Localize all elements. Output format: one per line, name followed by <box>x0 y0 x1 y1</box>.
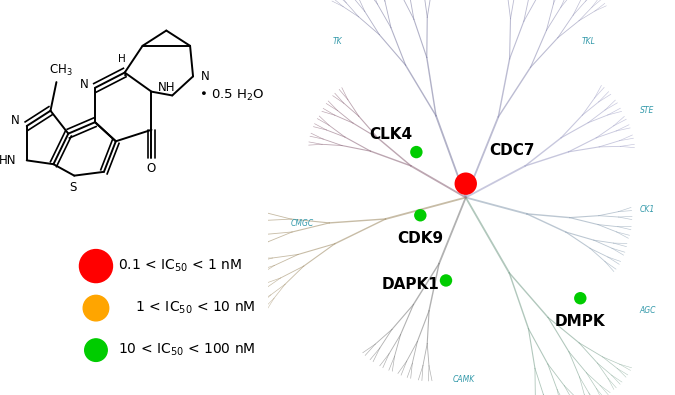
Text: CH$_3$: CH$_3$ <box>49 63 73 78</box>
Point <box>441 277 452 284</box>
Text: CK1: CK1 <box>640 205 655 214</box>
Text: TKL: TKL <box>581 37 595 46</box>
Point <box>411 149 422 155</box>
Text: TK: TK <box>333 37 342 46</box>
Text: N: N <box>200 70 209 83</box>
Text: N: N <box>80 77 89 90</box>
Text: 0.1 < IC$_{50}$ < 1 nM: 0.1 < IC$_{50}$ < 1 nM <box>119 258 243 274</box>
Text: CAMK: CAMK <box>453 375 475 384</box>
Circle shape <box>80 250 113 282</box>
Text: STE: STE <box>641 106 655 115</box>
Text: H: H <box>118 54 126 64</box>
Circle shape <box>83 295 109 321</box>
Text: CDK9: CDK9 <box>398 231 443 246</box>
Text: DMPK: DMPK <box>555 314 605 329</box>
Text: AGC: AGC <box>639 306 655 314</box>
Text: 1 < IC$_{50}$ < 10 nM: 1 < IC$_{50}$ < 10 nM <box>119 300 256 316</box>
Point <box>415 212 426 218</box>
Text: CLK4: CLK4 <box>369 127 412 142</box>
Point <box>575 295 586 301</box>
Text: CDC7: CDC7 <box>489 143 535 158</box>
Text: NH: NH <box>157 81 175 94</box>
Text: N: N <box>11 114 20 127</box>
Text: O: O <box>147 162 156 175</box>
Text: • 0.5 H$_2$O: • 0.5 H$_2$O <box>199 88 265 103</box>
Text: DAPK1: DAPK1 <box>381 277 439 292</box>
Text: CMGC: CMGC <box>290 219 313 228</box>
Text: 10 < IC$_{50}$ < 100 nM: 10 < IC$_{50}$ < 100 nM <box>119 342 256 358</box>
Text: HN: HN <box>0 154 16 167</box>
Point <box>460 181 471 187</box>
Circle shape <box>84 339 107 361</box>
Text: S: S <box>69 181 76 194</box>
